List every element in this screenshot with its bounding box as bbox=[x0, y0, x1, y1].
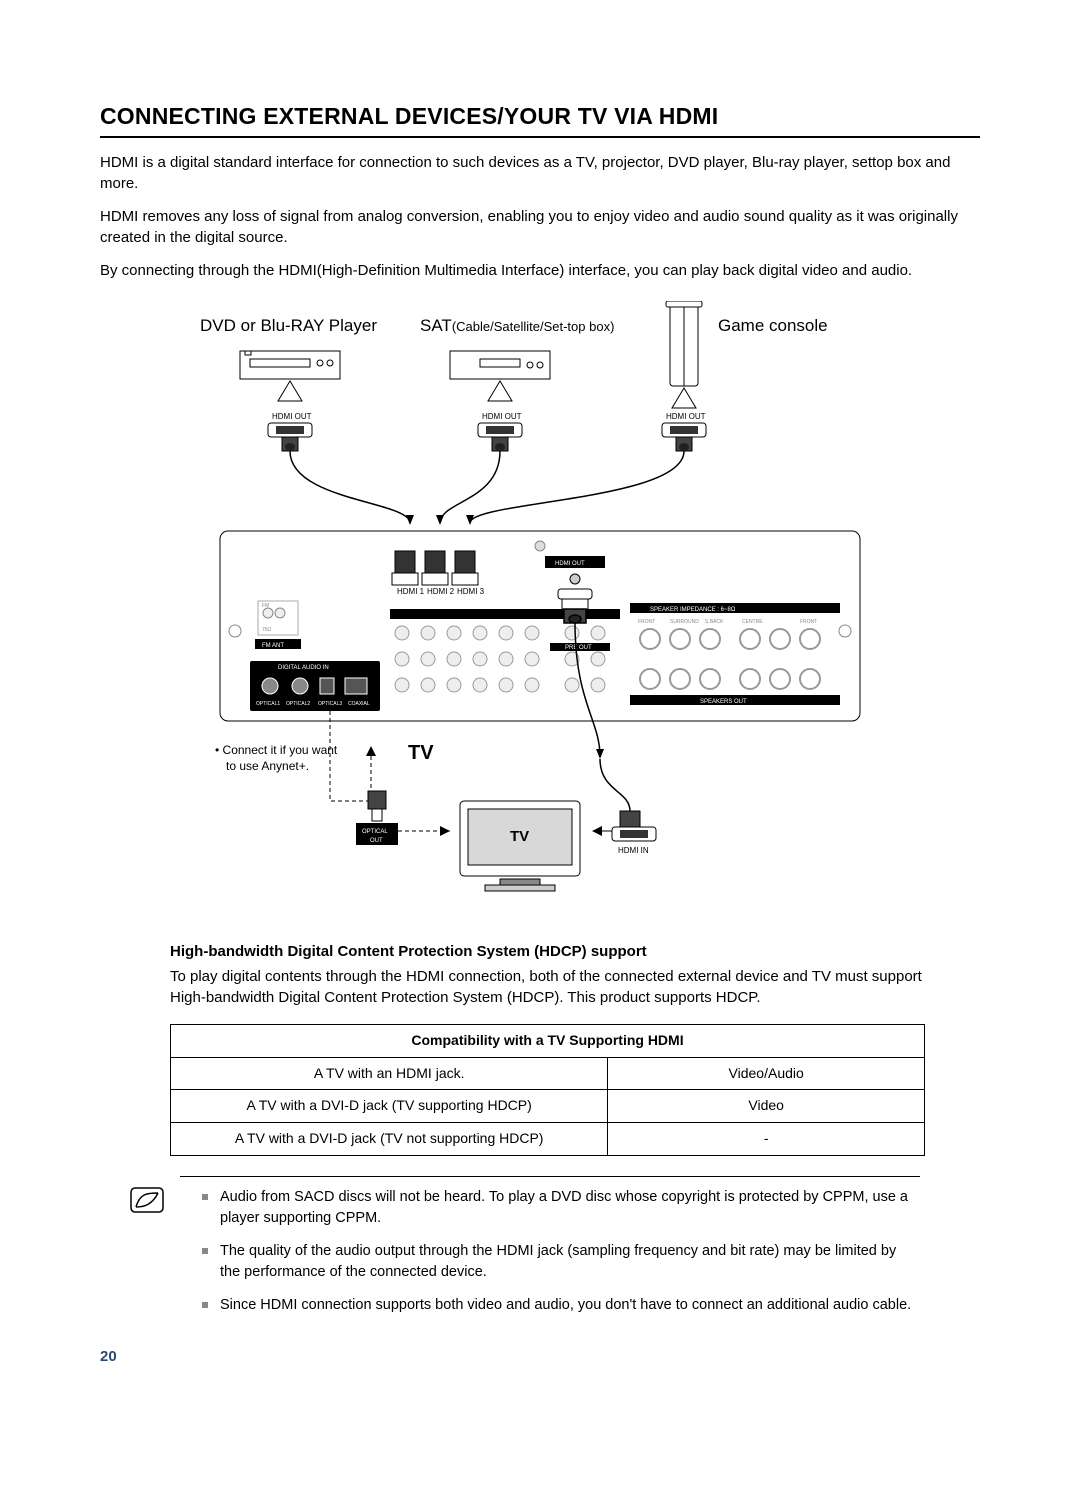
page-number: 20 bbox=[100, 1346, 980, 1367]
table-header: Compatibility with a TV Supporting HDMI bbox=[171, 1025, 925, 1058]
hdcp-title: High-bandwidth Digital Content Protectio… bbox=[170, 941, 925, 962]
table-row: A TV with an HDMI jack. Video/Audio bbox=[171, 1057, 925, 1090]
svg-text:SURROUND: SURROUND bbox=[670, 619, 699, 625]
svg-text:HDMI 1: HDMI 1 bbox=[397, 587, 425, 596]
svg-text:SPEAKERS OUT: SPEAKERS OUT bbox=[700, 699, 747, 705]
hdcp-section: High-bandwidth Digital Content Protectio… bbox=[170, 941, 925, 1008]
label-game: Game console bbox=[718, 316, 828, 335]
label-hdmi-in: HDMI IN bbox=[618, 846, 649, 855]
svg-text:CENTRE: CENTRE bbox=[742, 619, 763, 625]
svg-text:75Ω: 75Ω bbox=[262, 627, 272, 633]
svg-text:OPTICAL2: OPTICAL2 bbox=[286, 701, 310, 707]
svg-text:FRONT: FRONT bbox=[800, 619, 817, 625]
svg-text:OUT: OUT bbox=[370, 838, 383, 844]
compatibility-table: Compatibility with a TV Supporting HDMI … bbox=[170, 1024, 925, 1155]
intro-block: HDMI is a digital standard interface for… bbox=[100, 152, 980, 281]
label-hdmi-out-1: HDMI OUT bbox=[272, 412, 312, 421]
svg-text:COAXIAL: COAXIAL bbox=[348, 701, 370, 707]
svg-text:DIGITAL AUDIO IN: DIGITAL AUDIO IN bbox=[278, 665, 329, 671]
svg-text:S.BACK: S.BACK bbox=[705, 619, 724, 625]
intro-p3: By connecting through the HDMI(High-Defi… bbox=[100, 260, 980, 281]
sat-box-icon bbox=[450, 351, 550, 379]
svg-text:SPEAKER IMPEDANCE : 6~8Ω: SPEAKER IMPEDANCE : 6~8Ω bbox=[650, 607, 736, 613]
svg-text:OPTICAL1: OPTICAL1 bbox=[256, 701, 280, 707]
tv-icon: TV bbox=[460, 801, 580, 891]
svg-text:HDMI OUT: HDMI OUT bbox=[555, 561, 585, 567]
svg-text:HDMI 2: HDMI 2 bbox=[427, 587, 455, 596]
table-row: A TV with a DVI-D jack (TV not supportin… bbox=[171, 1122, 925, 1155]
svg-text:TV: TV bbox=[510, 828, 529, 845]
dvd-player-icon bbox=[240, 351, 340, 379]
game-console-icon bbox=[666, 301, 702, 386]
receiver-back-panel: HDMI 1 HDMI 2 HDMI 3 HDMI OUT FM 75Ω bbox=[220, 531, 860, 721]
intro-p2: HDMI removes any loss of signal from ana… bbox=[100, 206, 980, 248]
table-row: A TV with a DVI-D jack (TV supporting HD… bbox=[171, 1090, 925, 1123]
label-hdmi-out-3: HDMI OUT bbox=[666, 412, 706, 421]
note-item: The quality of the audio output through … bbox=[220, 1241, 920, 1283]
note-icon bbox=[130, 1187, 164, 1219]
hdcp-body: To play digital contents through the HDM… bbox=[170, 966, 925, 1008]
label-tv-upper: TV bbox=[408, 742, 434, 764]
label-hdmi-out-2: HDMI OUT bbox=[482, 412, 522, 421]
note-item: Audio from SACD discs will not be heard.… bbox=[220, 1187, 920, 1229]
page-title: CONNECTING EXTERNAL DEVICES/YOUR TV VIA … bbox=[100, 100, 980, 138]
anynet-note-l1: • Connect it if you want bbox=[215, 743, 338, 757]
note-item: Since HDMI connection supports both vide… bbox=[220, 1295, 920, 1316]
connection-diagram: DVD or Blu-RAY Player SAT(Cable/Satellit… bbox=[100, 301, 980, 921]
svg-text:OPTICAL3: OPTICAL3 bbox=[318, 701, 342, 707]
svg-text:FM: FM bbox=[262, 603, 269, 609]
intro-p1: HDMI is a digital standard interface for… bbox=[100, 152, 980, 194]
anynet-note-l2: to use Anynet+. bbox=[226, 759, 309, 773]
label-sat: SAT(Cable/Satellite/Set-top box) bbox=[420, 316, 614, 335]
svg-text:FM ANT: FM ANT bbox=[262, 643, 284, 649]
notes-section: Audio from SACD discs will not be heard.… bbox=[180, 1176, 920, 1316]
svg-text:HDMI 3: HDMI 3 bbox=[457, 587, 485, 596]
svg-text:FRONT: FRONT bbox=[638, 619, 655, 625]
svg-text:OPTICAL: OPTICAL bbox=[362, 829, 388, 835]
label-dvd: DVD or Blu-RAY Player bbox=[200, 316, 377, 335]
svg-text:PRE OUT: PRE OUT bbox=[565, 645, 592, 651]
